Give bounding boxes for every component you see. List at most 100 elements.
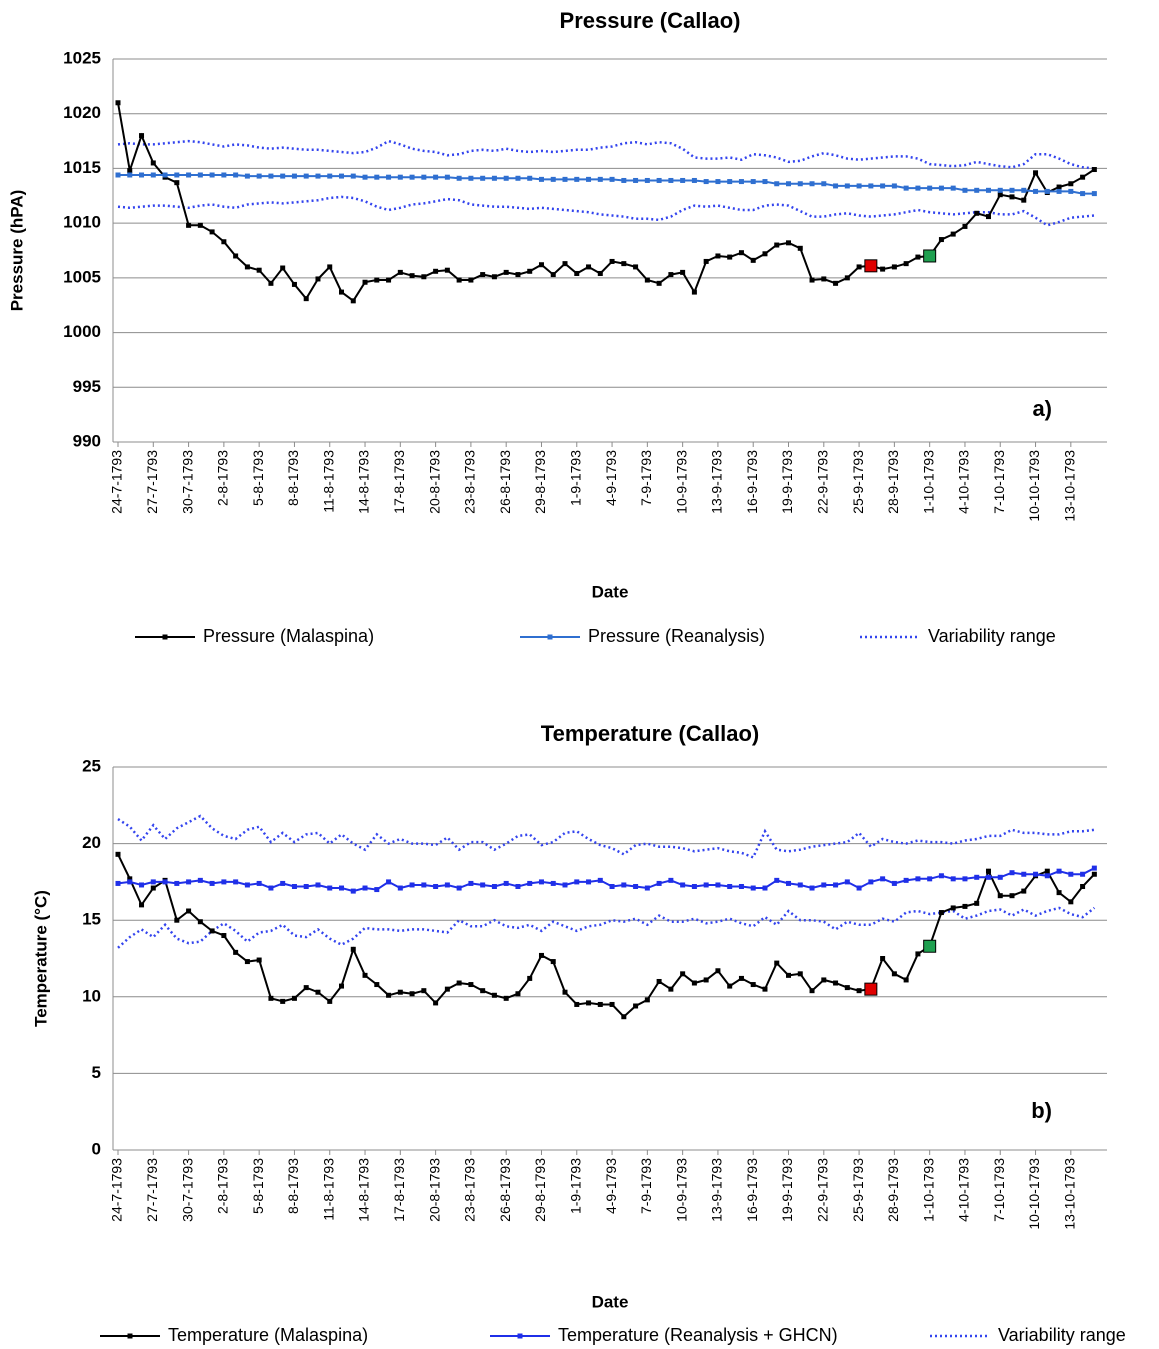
x-tick-label: 29-8-1793 bbox=[532, 450, 548, 514]
x-tick-label: 20-8-1793 bbox=[426, 450, 442, 514]
point-marker bbox=[703, 977, 709, 983]
y-tick-label: 1015 bbox=[63, 158, 101, 177]
point-marker bbox=[809, 277, 815, 283]
point-marker bbox=[856, 264, 862, 270]
point-marker bbox=[456, 980, 462, 986]
point-marker bbox=[397, 885, 403, 891]
point-marker bbox=[327, 173, 333, 179]
point-marker bbox=[350, 173, 356, 179]
point-marker bbox=[538, 176, 544, 182]
point-marker bbox=[315, 989, 321, 995]
point-marker bbox=[668, 877, 674, 883]
x-tick-label: 27-7-1793 bbox=[144, 450, 160, 514]
point-marker bbox=[574, 270, 580, 276]
point-marker bbox=[762, 885, 768, 891]
x-tick-label: 5-8-1793 bbox=[250, 450, 266, 506]
point-marker bbox=[303, 296, 309, 302]
point-marker bbox=[1080, 174, 1086, 180]
point-marker bbox=[362, 885, 368, 891]
point-marker bbox=[433, 268, 439, 274]
legend-label: Temperature (Malaspina) bbox=[168, 1325, 368, 1345]
point-marker bbox=[139, 902, 145, 908]
y-tick-label: 0 bbox=[92, 1139, 101, 1158]
point-marker bbox=[444, 174, 450, 180]
point-marker bbox=[1080, 191, 1086, 197]
point-marker bbox=[268, 280, 274, 286]
point-marker bbox=[586, 879, 592, 885]
point-marker bbox=[397, 174, 403, 180]
point-marker bbox=[491, 274, 497, 280]
legend-label: Variability range bbox=[928, 626, 1056, 646]
point-marker bbox=[797, 245, 803, 251]
point-marker bbox=[233, 172, 239, 178]
point-marker bbox=[550, 272, 556, 278]
chart-title: Pressure (Callao) bbox=[560, 8, 741, 33]
point-marker bbox=[186, 222, 192, 228]
point-marker bbox=[738, 250, 744, 256]
point-marker bbox=[950, 876, 956, 882]
point-marker bbox=[233, 949, 239, 955]
point-marker bbox=[821, 276, 827, 282]
x-axis-title: Date bbox=[592, 582, 629, 601]
point-marker bbox=[1009, 194, 1015, 200]
point-marker bbox=[503, 995, 509, 1001]
point-marker bbox=[750, 982, 756, 988]
x-tick-label: 2-8-1793 bbox=[215, 1158, 231, 1214]
point-marker bbox=[527, 175, 533, 181]
x-tick-label: 11-8-1793 bbox=[320, 1158, 336, 1221]
point-marker bbox=[515, 272, 521, 278]
point-marker bbox=[633, 264, 639, 270]
point-marker bbox=[644, 997, 650, 1003]
point-marker bbox=[491, 992, 497, 998]
point-marker bbox=[915, 951, 921, 957]
point-marker bbox=[680, 882, 686, 888]
legend-marker bbox=[127, 1333, 133, 1339]
point-marker bbox=[833, 280, 839, 286]
point-marker bbox=[303, 173, 309, 179]
point-marker bbox=[1068, 188, 1074, 194]
point-marker bbox=[797, 181, 803, 187]
point-marker bbox=[786, 181, 792, 187]
point-marker bbox=[244, 173, 250, 179]
x-tick-label: 11-8-1793 bbox=[320, 450, 336, 513]
y-tick-label: 20 bbox=[82, 833, 101, 852]
point-marker bbox=[280, 998, 286, 1004]
point-marker bbox=[550, 880, 556, 886]
point-marker bbox=[197, 919, 203, 925]
point-marker bbox=[703, 179, 709, 185]
point-marker bbox=[1009, 893, 1015, 899]
point-marker bbox=[280, 880, 286, 886]
point-marker bbox=[244, 882, 250, 888]
point-marker bbox=[597, 1001, 603, 1007]
y-tick-label: 10 bbox=[82, 986, 101, 1005]
x-tick-label: 13-9-1793 bbox=[709, 450, 725, 514]
x-tick-label: 29-8-1793 bbox=[532, 1158, 548, 1222]
point-marker bbox=[727, 883, 733, 889]
point-marker bbox=[362, 972, 368, 978]
point-marker bbox=[186, 908, 192, 914]
y-tick-label: 1020 bbox=[63, 103, 101, 122]
point-marker bbox=[339, 289, 345, 295]
x-tick-label: 4-10-1793 bbox=[956, 1158, 972, 1222]
x-tick-label: 19-9-1793 bbox=[779, 1158, 795, 1222]
point-marker bbox=[609, 883, 615, 889]
point-marker bbox=[856, 988, 862, 994]
point-marker bbox=[350, 298, 356, 304]
point-marker bbox=[386, 174, 392, 180]
variability-line bbox=[117, 814, 1095, 859]
point-marker bbox=[256, 267, 262, 273]
point-marker bbox=[386, 277, 392, 283]
point-marker bbox=[468, 880, 474, 886]
x-tick-label: 13-9-1793 bbox=[709, 1158, 725, 1222]
point-marker bbox=[997, 192, 1003, 198]
variability-line bbox=[117, 195, 1095, 227]
point-marker bbox=[1056, 184, 1062, 190]
x-tick-label: 7-9-1793 bbox=[638, 450, 654, 506]
point-marker bbox=[268, 995, 274, 1001]
point-marker bbox=[691, 883, 697, 889]
point-marker bbox=[115, 100, 121, 106]
point-marker bbox=[468, 277, 474, 283]
x-tick-label: 4-10-1793 bbox=[956, 450, 972, 514]
x-axis-title: Date bbox=[592, 1292, 629, 1311]
point-marker bbox=[327, 264, 333, 270]
